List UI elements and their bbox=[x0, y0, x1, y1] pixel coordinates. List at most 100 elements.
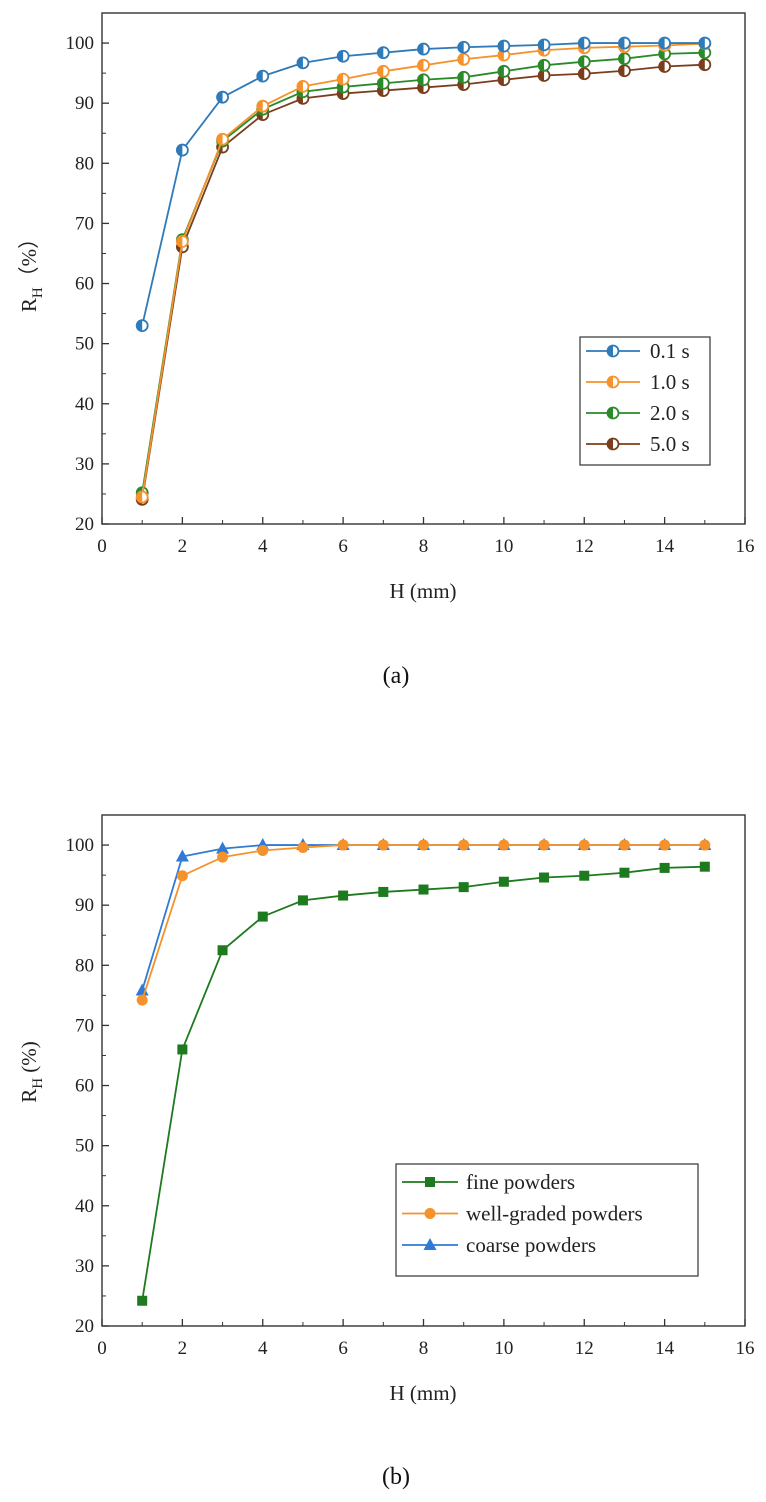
data-point bbox=[618, 52, 631, 66]
marker-shape bbox=[425, 1177, 435, 1187]
y-axis-title-main: R bbox=[17, 298, 41, 312]
data-point bbox=[698, 58, 712, 72]
series-layer bbox=[135, 838, 712, 1306]
data-point bbox=[537, 69, 551, 82]
legend-item: coarse powders bbox=[402, 1233, 596, 1257]
panel-caption: (a) bbox=[383, 663, 410, 689]
series-layer bbox=[135, 36, 712, 506]
y-tick-label: 80 bbox=[75, 153, 94, 174]
marker-shape bbox=[619, 867, 630, 878]
marker-shape bbox=[423, 1238, 437, 1250]
y-tick-label: 70 bbox=[75, 213, 94, 234]
data-point bbox=[296, 79, 310, 93]
data-point bbox=[376, 76, 390, 90]
data-point bbox=[376, 46, 390, 60]
data-point bbox=[256, 99, 270, 113]
legend-item: fine powders bbox=[402, 1170, 575, 1194]
marker-fill bbox=[618, 65, 625, 77]
x-tick-label: 8 bbox=[419, 536, 429, 557]
x-tick-label: 0 bbox=[97, 536, 107, 557]
data-point bbox=[297, 895, 308, 906]
marker-fill bbox=[699, 59, 705, 71]
data-point bbox=[699, 839, 711, 851]
legend-items: 0.1 s 1.0 s 2.0 s 5.0 s bbox=[586, 339, 690, 456]
marker-shape bbox=[297, 841, 309, 853]
marker-fill bbox=[578, 56, 585, 68]
data-point bbox=[216, 132, 229, 146]
marker-shape bbox=[378, 886, 389, 897]
legend-marker bbox=[606, 437, 620, 451]
legend-marker bbox=[423, 1238, 437, 1250]
data-point bbox=[216, 90, 229, 104]
data-point bbox=[577, 67, 591, 81]
x-tick-label: 14 bbox=[655, 536, 675, 557]
marker-shape bbox=[538, 839, 550, 851]
series-line bbox=[141, 844, 705, 991]
legend-marker bbox=[425, 1177, 435, 1187]
data-point bbox=[457, 40, 471, 54]
marker-fill bbox=[136, 491, 143, 503]
legend-item: 1.0 s bbox=[586, 370, 690, 394]
marker-shape bbox=[177, 1044, 188, 1055]
data-point bbox=[336, 72, 350, 86]
marker-shape bbox=[458, 882, 469, 893]
data-point bbox=[256, 69, 270, 83]
marker-fill bbox=[176, 144, 183, 156]
legend-marker bbox=[606, 344, 620, 358]
data-point bbox=[659, 839, 671, 851]
marker-fill bbox=[538, 70, 545, 82]
marker-fill bbox=[136, 320, 143, 332]
data-point bbox=[257, 911, 268, 922]
marker-fill bbox=[458, 41, 464, 53]
data-point bbox=[417, 42, 430, 56]
data-point bbox=[539, 872, 550, 883]
legend-label: 1.0 s bbox=[650, 370, 690, 394]
marker-shape bbox=[257, 844, 269, 856]
data-point bbox=[537, 58, 551, 72]
y-tick-label: 100 bbox=[66, 835, 95, 856]
legend-label: 0.1 s bbox=[650, 339, 690, 363]
marker-fill bbox=[607, 438, 613, 450]
axis-ticks: 0 2 4 6 8 10 12 14 16 20 30 40 50 60 70 80 90 100 bbox=[66, 835, 755, 1359]
marker-fill bbox=[377, 65, 384, 77]
marker-shape bbox=[257, 911, 268, 922]
x-tick-label: 16 bbox=[736, 536, 755, 557]
marker-shape bbox=[699, 861, 710, 872]
series-well-graded-powders bbox=[136, 839, 711, 1006]
marker-shape bbox=[216, 841, 230, 854]
data-point bbox=[376, 64, 390, 78]
marker-fill bbox=[498, 40, 504, 52]
marker-fill bbox=[607, 376, 613, 388]
data-point bbox=[135, 490, 149, 504]
x-tick-label: 2 bbox=[178, 536, 188, 557]
legend-item: well-graded powders bbox=[402, 1202, 643, 1226]
marker-shape bbox=[217, 851, 229, 863]
data-point bbox=[418, 839, 429, 851]
legend-items: fine powders well-graded powders coarse po… bbox=[402, 1170, 643, 1257]
marker-fill bbox=[538, 59, 545, 71]
y-axis-title-subscript: H bbox=[30, 1078, 46, 1089]
marker-fill bbox=[377, 47, 384, 59]
marker-fill bbox=[498, 49, 504, 61]
data-point bbox=[296, 56, 310, 70]
legend-item: 5.0 s bbox=[586, 432, 690, 456]
y-tick-label: 90 bbox=[75, 895, 94, 916]
legend: fine powders well-graded powders coarse po… bbox=[395, 1163, 699, 1277]
legend-label: fine powders bbox=[466, 1170, 575, 1194]
x-tick-label: 14 bbox=[655, 1338, 675, 1359]
data-point bbox=[417, 58, 430, 72]
marker-shape bbox=[424, 1208, 436, 1219]
marker-fill bbox=[699, 47, 705, 59]
data-point bbox=[338, 890, 349, 901]
marker-fill bbox=[217, 133, 223, 145]
data-point bbox=[699, 861, 710, 872]
marker-fill bbox=[337, 50, 344, 62]
y-axis-title: RH（%） bbox=[17, 228, 46, 312]
data-point bbox=[538, 839, 550, 851]
marker-fill bbox=[618, 37, 625, 49]
marker-fill bbox=[337, 73, 344, 85]
data-point bbox=[537, 38, 551, 52]
x-axis-title: H (mm) bbox=[389, 579, 456, 603]
marker-shape bbox=[659, 839, 671, 851]
